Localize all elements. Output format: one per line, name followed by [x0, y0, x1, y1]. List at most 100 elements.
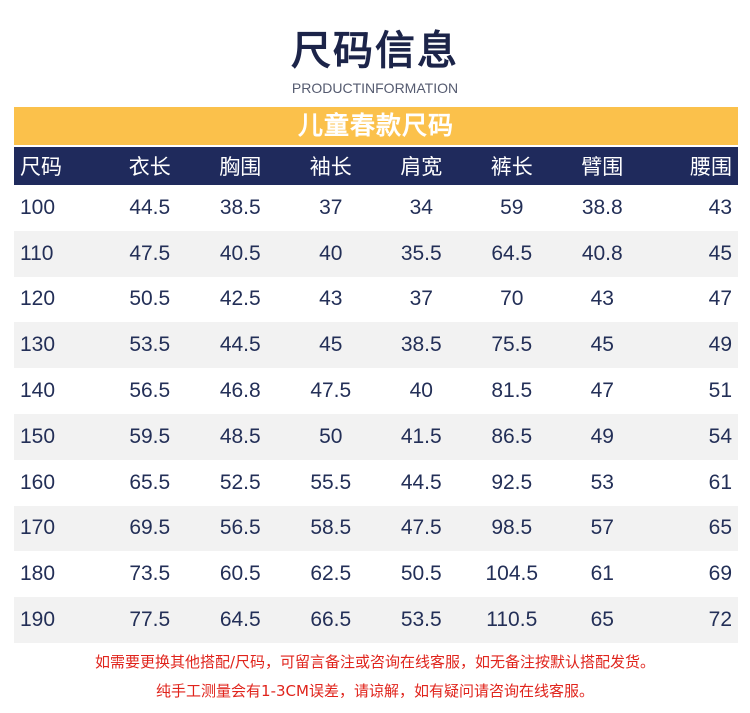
- table-cell: 56.5: [129, 379, 171, 403]
- table-cell: 37: [319, 195, 343, 219]
- section-banner: 儿童春款尺码: [14, 107, 738, 145]
- table-cell: 86.5: [466, 413, 557, 460]
- table-cell: 53.5: [376, 597, 467, 643]
- table-cell: 49: [557, 413, 648, 460]
- column-header-waist: 腰围: [647, 147, 738, 185]
- table-cell: 140: [20, 379, 56, 403]
- table-cell: 180: [20, 562, 56, 586]
- table-cell: 70: [500, 287, 524, 311]
- table-cell: 50.5: [400, 562, 442, 586]
- table-cell: 130: [14, 322, 105, 369]
- table-cell: 47: [708, 287, 732, 311]
- table-cell: 65: [557, 597, 648, 643]
- table-cell: 72: [647, 597, 738, 643]
- table-cell: 53: [590, 470, 614, 494]
- table-cell: 37: [409, 287, 433, 311]
- table-cell: 69: [708, 562, 732, 586]
- table-cell: 69.5: [104, 505, 195, 552]
- table-cell: 110.5: [466, 597, 557, 643]
- table-cell: 34: [409, 195, 433, 219]
- column-header-arm: 臂围: [557, 147, 648, 185]
- table-cell: 61: [708, 470, 732, 494]
- table-cell: 47.5: [310, 379, 352, 403]
- table-cell: 150: [14, 413, 105, 460]
- table-cell: 64.5: [195, 597, 286, 643]
- table-cell: 40: [409, 379, 433, 403]
- table-cell: 66.5: [285, 597, 376, 643]
- table-cell: 51: [708, 379, 732, 403]
- table-cell: 81.5: [491, 379, 533, 403]
- table-cell: 56.5: [195, 505, 286, 552]
- table-cell: 77.5: [104, 597, 195, 643]
- table-cell: 47.5: [376, 505, 467, 552]
- table-cell: 65.5: [129, 470, 171, 494]
- table-cell: 47: [590, 379, 614, 403]
- table-body: 100 44.5 38.5 37 34 59 38.8 43 110 47.5 40.5 40 35.5…: [14, 185, 738, 643]
- table-cell: 100: [20, 195, 56, 219]
- table-row: 170 69.5 56.5 58.5 47.5 98.5 57 65: [14, 505, 738, 552]
- table-cell: 40: [285, 230, 376, 277]
- table-cell: 64.5: [466, 230, 557, 277]
- note-exchange: 如需要更换其他搭配/尺码，可留言备注或咨询在线客服，如无备注按默认搭配发货。: [94, 653, 656, 671]
- page-subtitle: PRODUCTINFORMATION: [291, 80, 459, 96]
- table-cell: 170: [14, 505, 105, 552]
- table-cell: 46.8: [219, 379, 261, 403]
- table-cell: 45: [647, 230, 738, 277]
- table-cell: 59: [500, 195, 524, 219]
- table-cell: 104.5: [485, 562, 539, 586]
- table-cell: 120: [20, 287, 56, 311]
- table-cell: 50: [285, 413, 376, 460]
- table-cell: 50.5: [129, 287, 171, 311]
- table-cell: 73.5: [129, 562, 171, 586]
- column-header-shoulder: 肩宽: [376, 147, 467, 185]
- table-cell: 48.5: [195, 413, 286, 460]
- table-cell: 53.5: [104, 322, 195, 369]
- table-row: 140 56.5 46.8 47.5 40 81.5 47 51: [14, 368, 738, 414]
- table-cell: 47.5: [104, 230, 195, 277]
- table-cell: 45: [285, 322, 376, 369]
- table-row: 160 65.5 52.5 55.5 44.5 92.5 53 61: [14, 460, 738, 506]
- table-cell: 45: [557, 322, 648, 369]
- table-cell: 55.5: [310, 470, 352, 494]
- column-header-size: 尺码: [14, 147, 105, 185]
- table-row: 120 50.5 42.5 43 37 70 43 47: [14, 277, 738, 323]
- table-cell: 42.5: [219, 287, 261, 311]
- note-measurement: 纯手工测量会有1-3CM误差，请谅解，如有疑问请咨询在线客服。: [156, 682, 594, 700]
- table-cell: 62.5: [310, 562, 352, 586]
- table-cell: 58.5: [285, 505, 376, 552]
- table-cell: 110: [14, 230, 105, 277]
- table-cell: 44.5: [195, 322, 286, 369]
- column-header-pants-length: 裤长: [466, 147, 557, 185]
- table-cell: 57: [557, 505, 648, 552]
- table-cell: 43: [319, 287, 343, 311]
- column-header-sleeve: 袖长: [285, 147, 376, 185]
- size-table: 尺码 衣长 胸围 袖长 肩宽 裤长 臂围 腰围 100 44.5 38.5 37 34 5…: [14, 147, 738, 643]
- table-cell: 190: [14, 597, 105, 643]
- table-cell: 41.5: [376, 413, 467, 460]
- table-cell: 38.5: [219, 195, 261, 219]
- table-row: 150 59.5 48.5 50 41.5 86.5 49 54: [14, 413, 738, 460]
- table-row: 110 47.5 40.5 40 35.5 64.5 40.8 45: [14, 230, 738, 277]
- table-cell: 61: [590, 562, 614, 586]
- table-cell: 75.5: [466, 322, 557, 369]
- column-header-length: 衣长: [104, 147, 195, 185]
- table-row: 190 77.5 64.5 66.5 53.5 110.5 65 72: [14, 597, 738, 643]
- table-row: 130 53.5 44.5 45 38.5 75.5 45 49: [14, 322, 738, 369]
- table-cell: 38.8: [581, 195, 623, 219]
- table-cell: 92.5: [491, 470, 533, 494]
- table-cell: 43: [590, 287, 614, 311]
- table-cell: 38.5: [376, 322, 467, 369]
- table-row: 100 44.5 38.5 37 34 59 38.8 43: [14, 185, 738, 231]
- table-cell: 40.5: [195, 230, 286, 277]
- table-cell: 160: [20, 470, 56, 494]
- table-cell: 54: [647, 413, 738, 460]
- table-cell: 44.5: [129, 195, 171, 219]
- table-cell: 98.5: [466, 505, 557, 552]
- table-cell: 65: [647, 505, 738, 552]
- table-cell: 60.5: [219, 562, 261, 586]
- page-title: 尺码信息: [291, 28, 459, 74]
- table-cell: 59.5: [104, 413, 195, 460]
- table-row: 180 73.5 60.5 62.5 50.5 104.5 61 69: [14, 551, 738, 597]
- table-cell: 52.5: [219, 470, 261, 494]
- table-cell: 35.5: [376, 230, 467, 277]
